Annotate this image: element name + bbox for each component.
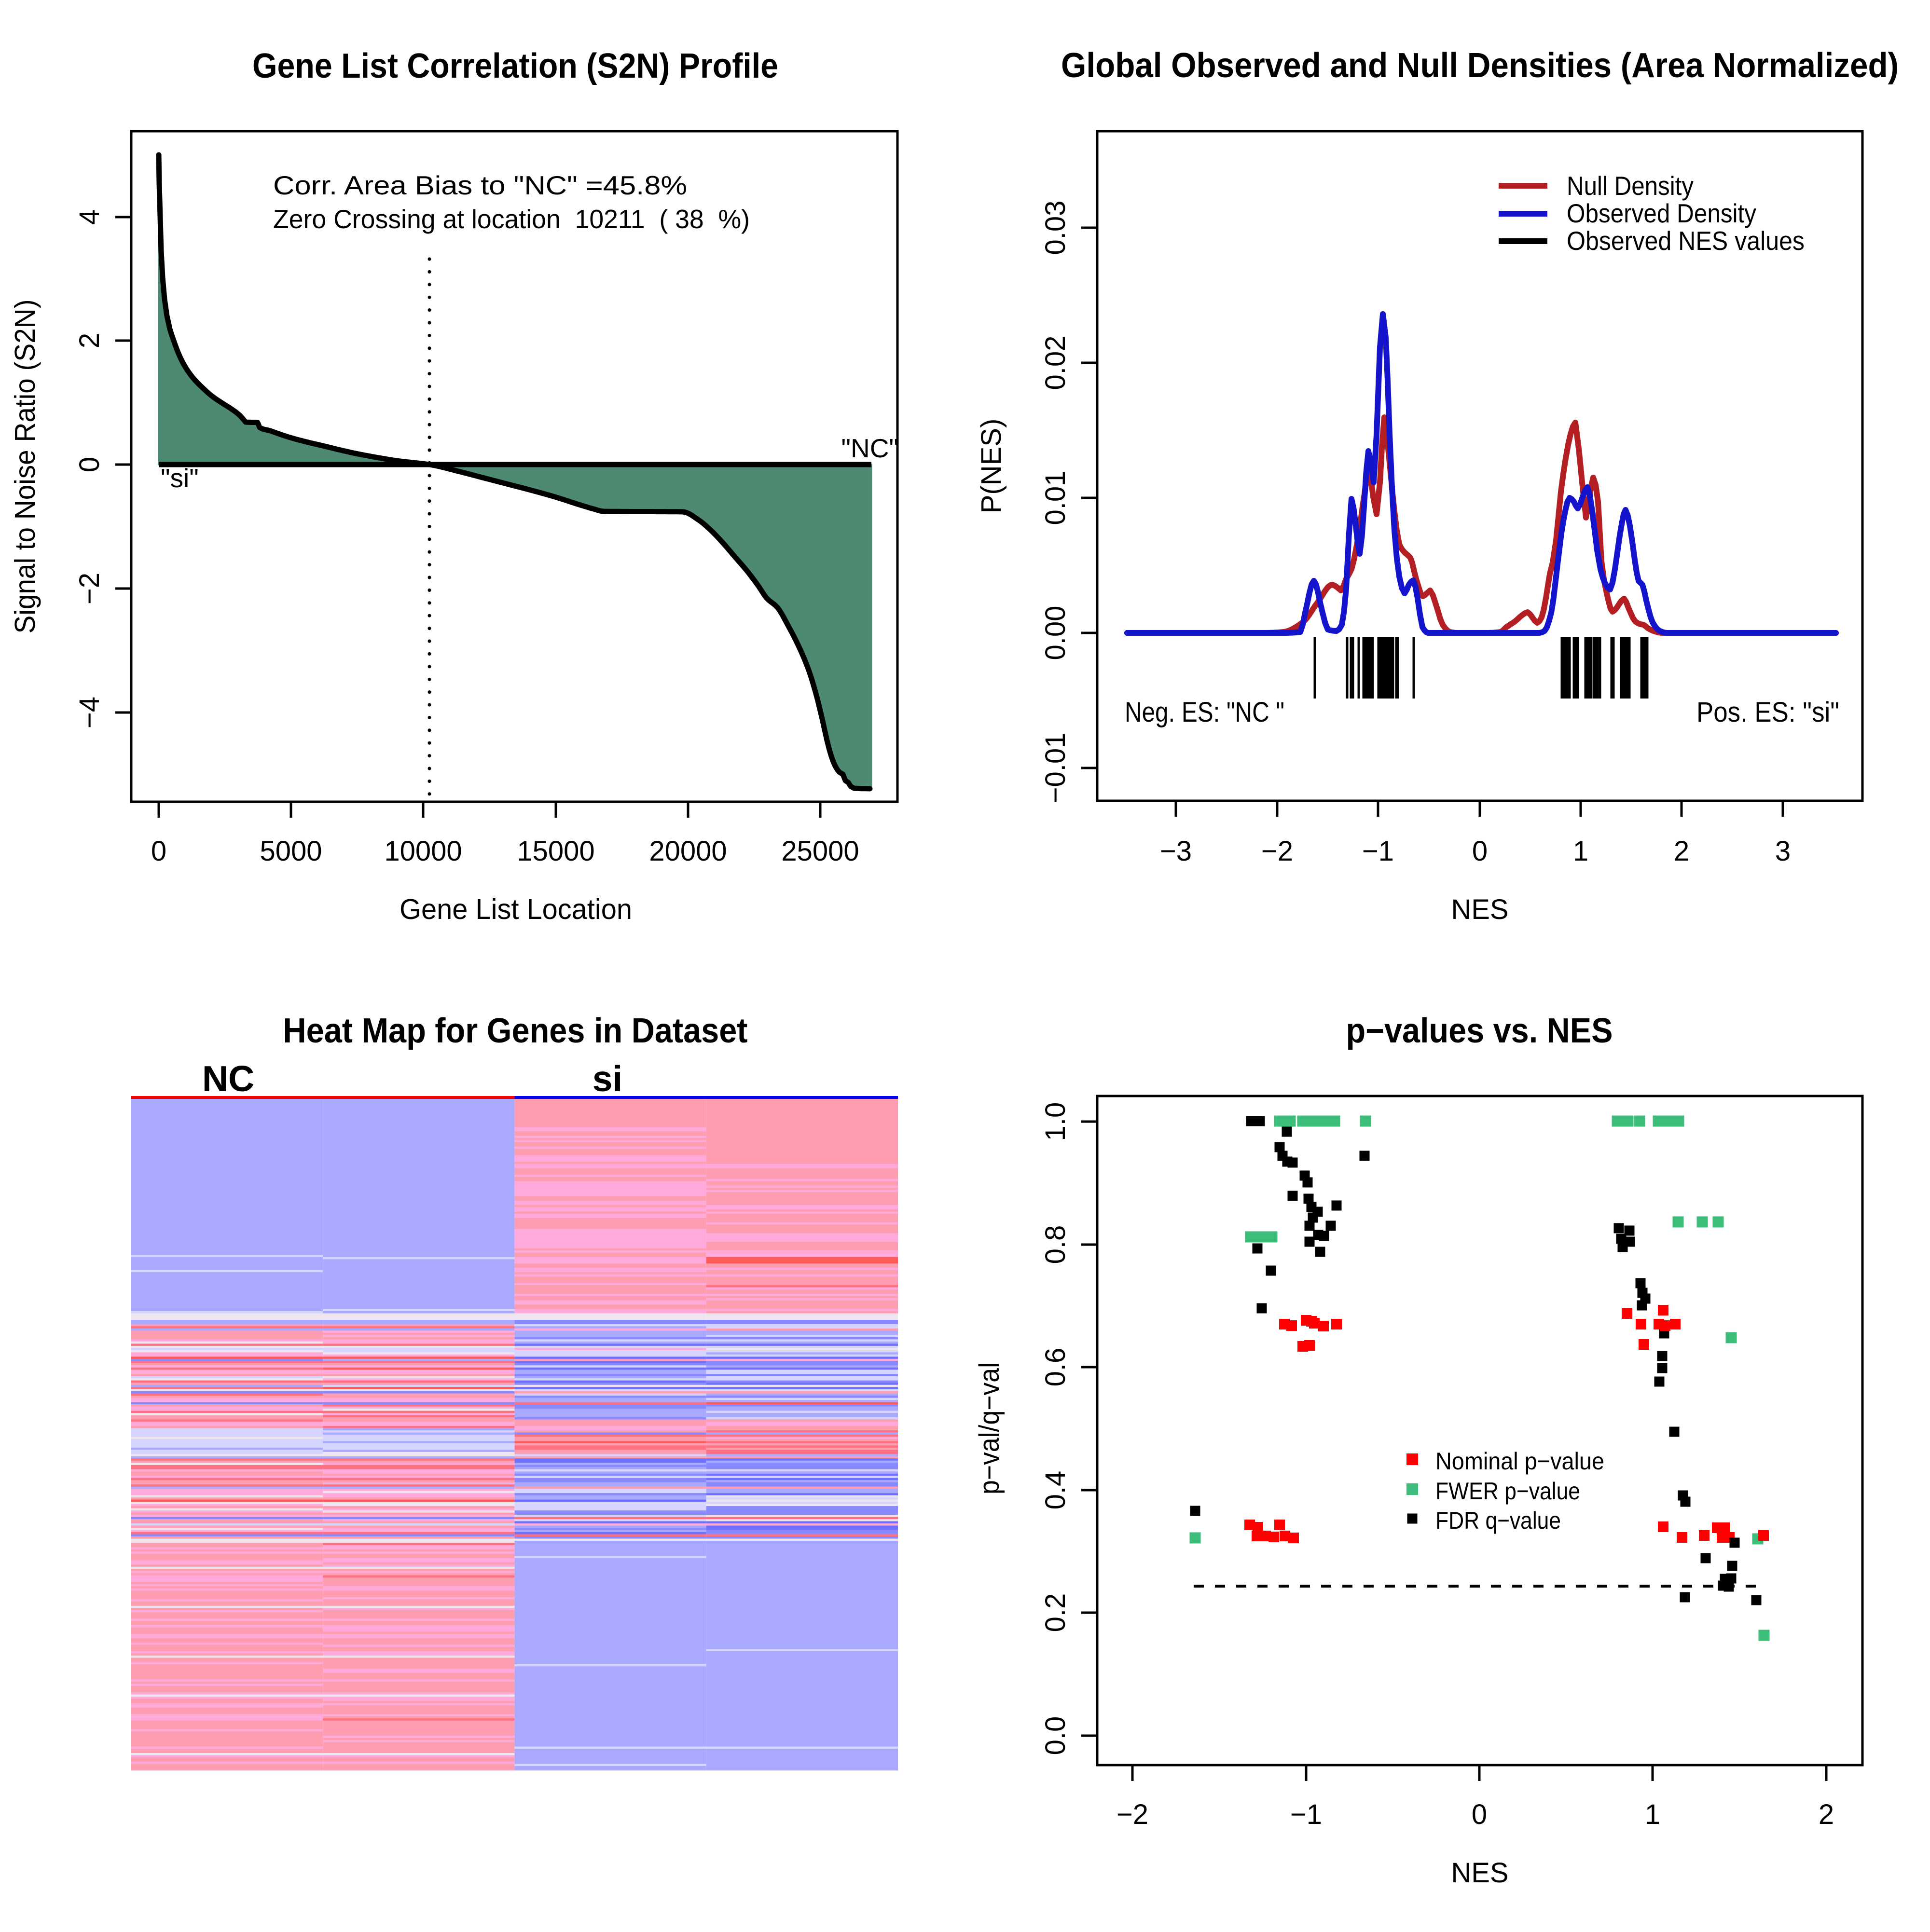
svg-text:4: 4 (74, 209, 105, 225)
svg-text:p−val/q−val: p−val/q−val (974, 1362, 1005, 1494)
svg-text:2: 2 (1674, 836, 1689, 867)
svg-text:1.0: 1.0 (1040, 1102, 1071, 1141)
svg-text:0.8: 0.8 (1040, 1225, 1071, 1264)
svg-text:Observed NES values: Observed NES values (1567, 226, 1805, 256)
svg-text:Gene List Location: Gene List Location (400, 893, 632, 925)
svg-text:NC: NC (202, 1058, 254, 1099)
svg-text:"NC": "NC" (841, 433, 899, 463)
svg-text:si: si (593, 1058, 623, 1099)
svg-text:Heat Map for Genes in Dataset: Heat Map for Genes in Dataset (283, 1012, 748, 1050)
svg-text:−2: −2 (1117, 1799, 1148, 1830)
svg-text:0.6: 0.6 (1040, 1348, 1071, 1387)
svg-text:0: 0 (1472, 1799, 1487, 1830)
svg-text:15000: 15000 (517, 836, 594, 867)
svg-text:Observed Density: Observed Density (1567, 198, 1756, 228)
svg-text:P(NES): P(NES) (976, 419, 1007, 514)
svg-text:3: 3 (1775, 836, 1791, 867)
svg-text:1: 1 (1573, 836, 1588, 867)
svg-text:Global Observed and Null Densi: Global Observed and Null Densities (Area… (1061, 46, 1899, 85)
svg-text:0.2: 0.2 (1040, 1593, 1071, 1632)
svg-text:0.02: 0.02 (1040, 336, 1071, 390)
svg-text:Gene List Correlation (S2N) Pr: Gene List Correlation (S2N) Profile (252, 47, 778, 85)
svg-text:0: 0 (74, 457, 105, 472)
svg-text:p−values vs. NES: p−values vs. NES (1346, 1012, 1613, 1050)
svg-text:−4: −4 (74, 697, 105, 728)
svg-text:−1: −1 (1290, 1799, 1322, 1830)
svg-text:10000: 10000 (384, 836, 462, 867)
svg-text:−0.01: −0.01 (1040, 733, 1071, 804)
svg-text:Pos. ES: "si": Pos. ES: "si" (1696, 697, 1839, 728)
svg-text:−2: −2 (74, 573, 105, 604)
svg-text:0: 0 (1472, 836, 1488, 867)
svg-text:2: 2 (74, 333, 105, 348)
svg-text:Neg. ES: "NC ": Neg. ES: "NC " (1125, 697, 1284, 728)
svg-text:Signal to Noise Ratio (S2N): Signal to Noise Ratio (S2N) (9, 300, 41, 634)
svg-text:0: 0 (151, 836, 166, 867)
svg-text:0.00: 0.00 (1040, 606, 1071, 660)
svg-text:25000: 25000 (781, 836, 859, 867)
svg-text:0.03: 0.03 (1040, 201, 1071, 255)
svg-text:20000: 20000 (649, 836, 727, 867)
svg-text:NES: NES (1451, 1857, 1508, 1889)
svg-text:0.01: 0.01 (1040, 471, 1071, 525)
svg-text:"si": "si" (161, 463, 199, 493)
svg-text:−3: −3 (1160, 836, 1192, 867)
svg-text:FWER p−value: FWER p−value (1435, 1478, 1580, 1505)
svg-text:FDR q−value: FDR q−value (1435, 1507, 1561, 1534)
svg-text:−2: −2 (1261, 836, 1293, 867)
svg-text:5000: 5000 (260, 836, 322, 867)
svg-text:Zero Crossing at location 102: Zero Crossing at location 10211 ( 38 %) (273, 204, 750, 234)
svg-text:Null Density: Null Density (1567, 171, 1694, 201)
svg-text:NES: NES (1451, 894, 1508, 925)
svg-text:−1: −1 (1362, 836, 1394, 867)
svg-text:2: 2 (1819, 1799, 1834, 1830)
svg-text:Nominal p−value: Nominal p−value (1435, 1448, 1604, 1475)
svg-text:0.4: 0.4 (1040, 1471, 1071, 1510)
svg-text:0.0: 0.0 (1040, 1716, 1071, 1755)
svg-text:Corr. Area Bias to "NC" =45.8%: Corr. Area Bias to "NC" =45.8% (273, 170, 687, 200)
svg-text:1: 1 (1645, 1799, 1660, 1830)
